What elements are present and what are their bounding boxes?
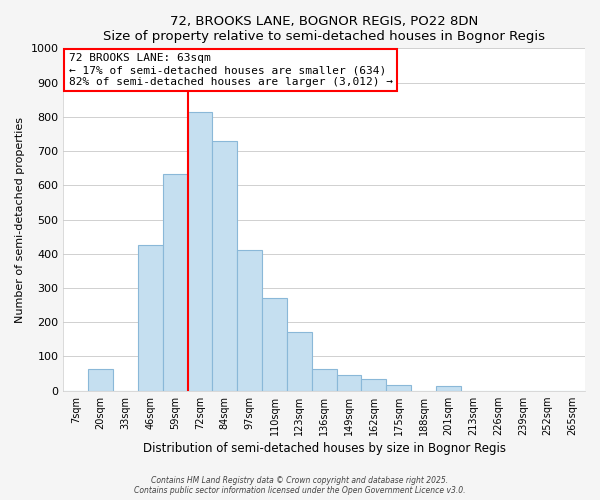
Bar bbox=[88, 369, 113, 390]
Bar bbox=[163, 174, 188, 390]
Text: 72 BROOKS LANE: 63sqm
← 17% of semi-detached houses are smaller (634)
82% of sem: 72 BROOKS LANE: 63sqm ← 17% of semi-deta… bbox=[68, 54, 392, 86]
Bar bbox=[436, 386, 461, 390]
Bar bbox=[361, 378, 386, 390]
Bar bbox=[337, 376, 361, 390]
Bar bbox=[262, 298, 287, 390]
Bar bbox=[312, 369, 337, 390]
Text: Contains HM Land Registry data © Crown copyright and database right 2025.
Contai: Contains HM Land Registry data © Crown c… bbox=[134, 476, 466, 495]
Bar bbox=[138, 245, 163, 390]
Y-axis label: Number of semi-detached properties: Number of semi-detached properties bbox=[15, 116, 25, 322]
Bar bbox=[237, 250, 262, 390]
Bar bbox=[188, 112, 212, 390]
Bar bbox=[287, 332, 312, 390]
Bar bbox=[212, 141, 237, 390]
X-axis label: Distribution of semi-detached houses by size in Bognor Regis: Distribution of semi-detached houses by … bbox=[143, 442, 506, 455]
Bar bbox=[386, 385, 411, 390]
Title: 72, BROOKS LANE, BOGNOR REGIS, PO22 8DN
Size of property relative to semi-detach: 72, BROOKS LANE, BOGNOR REGIS, PO22 8DN … bbox=[103, 15, 545, 43]
